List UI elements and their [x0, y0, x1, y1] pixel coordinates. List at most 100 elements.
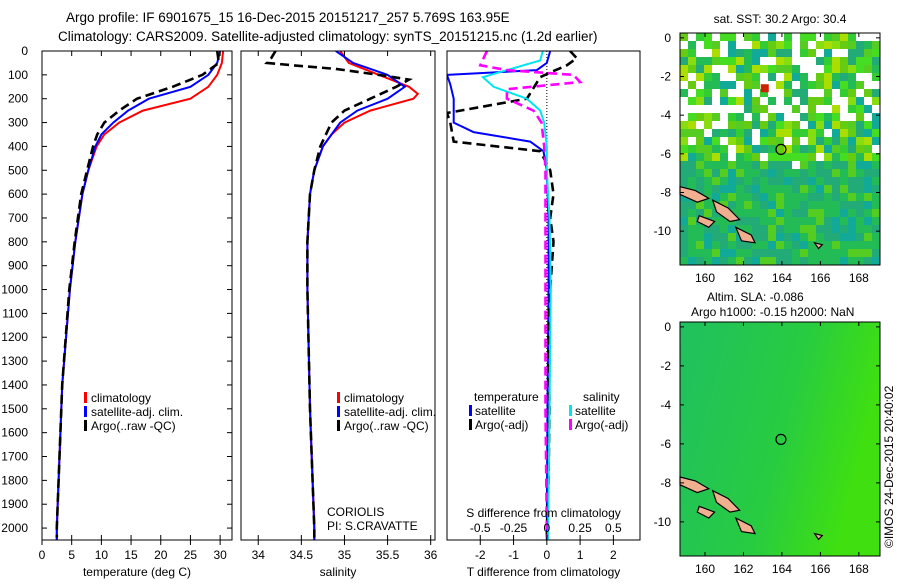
sst-cell: [744, 129, 752, 137]
sst-cell: [760, 89, 768, 97]
sst-cell: [800, 169, 808, 177]
sst-cell: [760, 169, 768, 177]
sst-cell: [800, 89, 808, 97]
island-shape: [711, 489, 741, 513]
x-tick-label: 10: [95, 548, 109, 562]
sst-cell: [688, 49, 696, 57]
sst-cell: [872, 41, 880, 49]
sst-cell: [808, 185, 816, 193]
sst-cell: [728, 97, 736, 105]
sst-cell: [872, 193, 880, 201]
sst-cell: [696, 257, 704, 265]
y-tick-label: 1500: [1, 402, 28, 416]
sst-cell: [808, 217, 816, 225]
sst-cell: [792, 185, 800, 193]
sst-cell: [816, 97, 824, 105]
legend-swatch: [569, 405, 572, 416]
sst-cell: [720, 201, 728, 209]
sst-cell: [760, 241, 768, 249]
sst-cell: [696, 137, 704, 145]
sst-cell: [712, 185, 720, 193]
sst-cell: [720, 161, 728, 169]
sst-cell: [840, 209, 848, 217]
y-tick-label: 700: [8, 211, 28, 225]
sst-cell: [752, 193, 760, 201]
sst-cell: [744, 121, 752, 129]
sst-cell: [736, 257, 744, 265]
sst-cell: [712, 113, 720, 121]
sst-cell: [768, 185, 776, 193]
argo-location-marker: [775, 143, 787, 155]
sst-cell: [816, 113, 824, 121]
sst-cell: [864, 169, 872, 177]
sst-cell: [864, 105, 872, 113]
sst-cell: [808, 121, 816, 129]
sst-cell: [784, 225, 792, 233]
legend-label: satellite-adj. clim.: [344, 405, 436, 419]
sst-cell: [840, 153, 848, 161]
sst-cell: [816, 177, 824, 185]
sst-cell: [784, 97, 792, 105]
sst-cell: [824, 177, 832, 185]
sst-cell: [856, 81, 864, 89]
sst-cell: [784, 257, 792, 265]
plot-frame: [446, 50, 641, 541]
sst-cell: [768, 113, 776, 121]
sst-cell: [824, 249, 832, 257]
sst-cell: [784, 41, 792, 49]
sst-cell: [760, 145, 768, 153]
sst-cell: [760, 49, 768, 57]
sst-cell: [800, 129, 808, 137]
sst-cell: [872, 65, 880, 73]
sst-cell: [824, 73, 832, 81]
sst-cell: [784, 65, 792, 73]
sst-cell: [704, 145, 712, 153]
sst-cell: [688, 217, 696, 225]
sst-cell: [744, 217, 752, 225]
sst-cell: [680, 193, 688, 201]
sst-cell: [800, 145, 808, 153]
legend-swatch: [84, 420, 87, 431]
map-title-line: Altim. SLA: -0.086: [707, 290, 804, 304]
y-tick-label: 1000: [1, 283, 28, 297]
lon-tick-label: 164: [772, 271, 792, 285]
sst-cell: [728, 137, 736, 145]
sst-cell: [728, 169, 736, 177]
sst-cell: [744, 89, 752, 97]
sst-cell: [720, 145, 728, 153]
sst-cell: [840, 185, 848, 193]
sst-cell: [744, 249, 752, 257]
lon-tick-label: 160: [695, 562, 715, 576]
sst-cell: [856, 209, 864, 217]
sst-cell: [712, 73, 720, 81]
sst-cell: [696, 233, 704, 241]
sst-cell: [752, 153, 760, 161]
sst-cell: [768, 209, 776, 217]
sst-cell: [824, 225, 832, 233]
sst-cell: [848, 41, 856, 49]
sst-cell: [832, 105, 840, 113]
sst-cell: [792, 209, 800, 217]
legend-label: Argo(-adj): [575, 418, 628, 432]
sst-cell: [856, 257, 864, 265]
sst-cell: [736, 177, 744, 185]
sst-cell: [680, 153, 688, 161]
sst-cell: [840, 81, 848, 89]
lon-tick-label: 168: [849, 271, 869, 285]
sst-cell: [856, 57, 864, 65]
sst-cell: [808, 241, 816, 249]
sst-cell: [832, 249, 840, 257]
sst-cell: [720, 89, 728, 97]
sst-cell: [776, 153, 784, 161]
sst-cell: [760, 65, 768, 73]
sst-cell: [688, 97, 696, 105]
sst-cell: [800, 97, 808, 105]
sst-cell: [800, 113, 808, 121]
sst-cell: [856, 249, 864, 257]
sst-cell: [808, 153, 816, 161]
sst-cell: [792, 137, 800, 145]
sst-cell: [776, 249, 784, 257]
sst-cell: [848, 185, 856, 193]
sst-cell: [824, 41, 832, 49]
sst-cell: [680, 129, 688, 137]
